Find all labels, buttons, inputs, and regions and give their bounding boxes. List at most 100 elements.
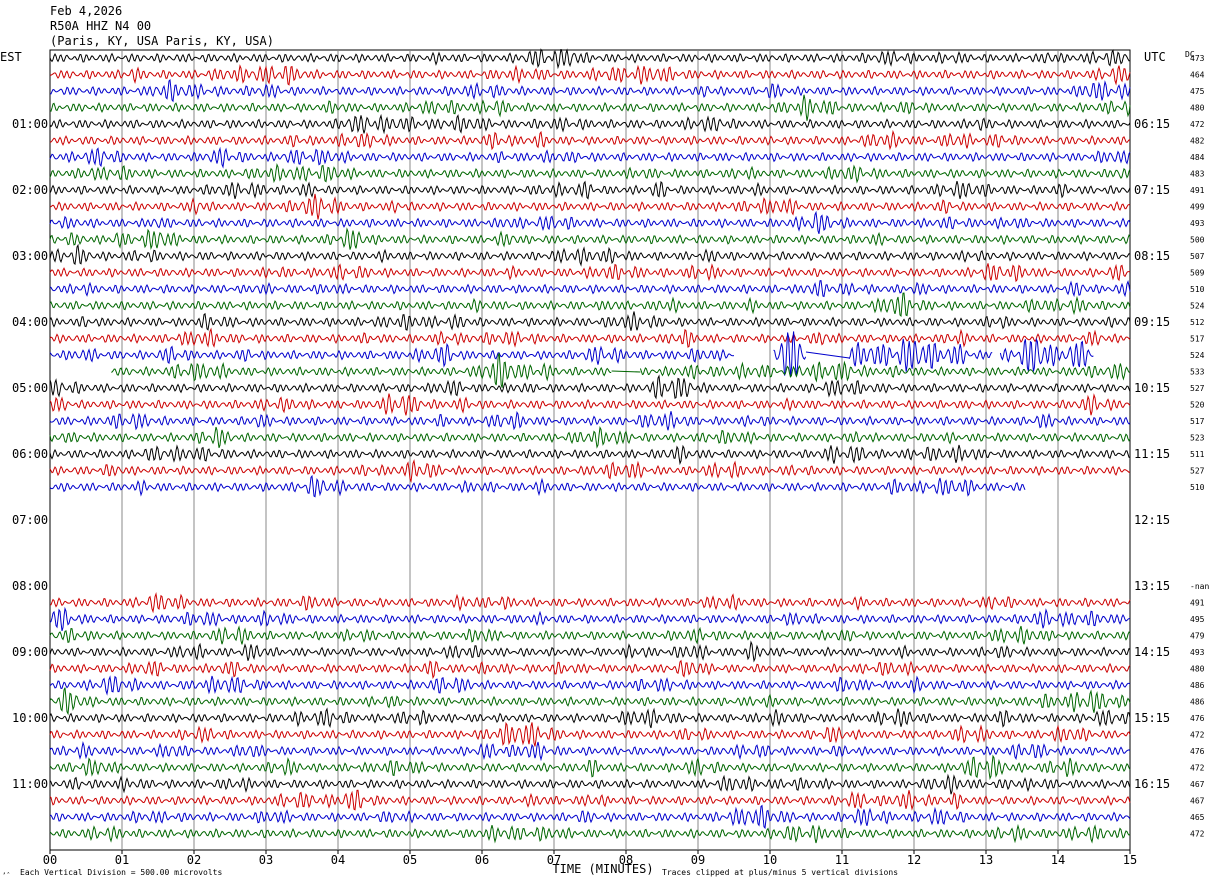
trace-flat-segment [611,370,641,373]
dc-value-label: 527 [1190,384,1205,393]
seismic-trace [49,754,1131,781]
seismic-trace [49,94,1131,121]
dc-value-label: 495 [1190,615,1205,624]
dc-value-label: 523 [1190,434,1205,443]
utc-hour-label: 10:15 [1134,381,1170,395]
dc-value-label: 510 [1190,285,1205,294]
seismic-trace [49,227,1131,251]
seismic-trace [639,360,1130,383]
est-hour-label: 04:00 [12,315,48,329]
est-hour-label: 08:00 [12,579,48,593]
dc-value-label: 499 [1190,203,1205,212]
utc-hour-label: 16:15 [1134,777,1170,791]
dc-value-label: 464 [1190,71,1205,80]
dc-value-label: 473 [1190,54,1205,63]
seismic-trace [49,393,1131,416]
seismic-trace [848,338,993,372]
seismic-trace [49,243,1131,267]
utc-hour-label: 11:15 [1134,447,1170,461]
seismic-trace [111,352,612,388]
station-label: R50A HHZ N4 00 [50,19,152,33]
seismic-trace [49,444,1131,466]
dc-value-label: 479 [1190,632,1205,641]
seismic-trace [49,311,1131,331]
dc-value-label: 472 [1190,120,1205,129]
trace-flat-segment [805,351,850,359]
dc-value-label: 511 [1190,450,1205,459]
seismic-trace [49,193,1131,220]
x-tick-label: 15 [1123,853,1137,867]
x-axis-title: TIME (MINUTES) [552,862,653,876]
dc-value-label: 484 [1190,153,1205,162]
dc-value-label: 493 [1190,219,1205,228]
dc-value-label: 493 [1190,648,1205,657]
seismic-trace [49,410,1131,431]
dc-value-label: 476 [1190,714,1205,723]
seismic-trace [49,263,1131,283]
utc-hour-label: 06:15 [1134,117,1170,131]
utc-hour-label: 15:15 [1134,711,1170,725]
dc-value-label: 524 [1190,302,1205,311]
dc-value-label: 520 [1190,401,1205,410]
x-tick-label: 06 [475,853,489,867]
dc-value-label: 533 [1190,368,1205,377]
dc-value-label: 517 [1190,335,1205,344]
x-tick-label: 03 [259,853,273,867]
seismic-trace [49,591,1131,614]
dc-value-label: 491 [1190,186,1205,195]
x-tick-label: 14 [1051,853,1065,867]
seismic-trace [49,707,1131,729]
x-tick-label: 00 [43,853,57,867]
seismic-trace [49,113,1131,135]
dc-value-label: 476 [1190,747,1205,756]
dc-value-label: 512 [1190,318,1205,327]
seismic-trace [49,740,1131,762]
seismic-trace [49,804,1131,830]
dc-value-label: 467 [1190,797,1205,806]
dc-value-label: 509 [1190,269,1205,278]
dc-value-label: 465 [1190,813,1205,822]
utc-hour-label: 13:15 [1134,579,1170,593]
x-tick-label: 07 [547,853,561,867]
seismic-trace [49,48,1131,70]
dc-value-label: 472 [1190,764,1205,773]
est-hour-label: 02:00 [12,183,48,197]
seismic-trace [49,474,1026,498]
dc-value-label: 467 [1190,780,1205,789]
x-tick-label: 10 [763,853,777,867]
est-hour-label: 09:00 [12,645,48,659]
date-label: Feb 4,2026 [50,4,123,18]
dc-value-label: 517 [1190,417,1205,426]
location-label: (Paris, KY, USA Paris, KY, USA) [50,34,274,48]
utc-hour-label: 07:15 [1134,183,1170,197]
seismic-trace [49,659,1131,680]
x-tick-label: 11 [835,853,849,867]
utc-axis-label: UTC [1144,50,1166,64]
seismic-trace [49,129,1131,151]
est-hour-label: 01:00 [12,117,48,131]
plot-frame [49,49,1131,851]
clipping-note: Traces clipped at plus/minus 5 vertical … [662,868,898,877]
dc-value-label: 524 [1190,351,1205,360]
seismic-trace [999,337,1094,372]
dc-value-label: 527 [1190,467,1205,476]
seismic-trace [49,342,735,368]
dc-value-label: 486 [1190,698,1205,707]
est-hour-label: 07:00 [12,513,48,527]
dc-label: DC [1185,50,1195,59]
est-hour-label: 11:00 [12,777,48,791]
dc-value-label: 507 [1190,252,1205,261]
dc-value-label: 472 [1190,731,1205,740]
utc-hour-label: 12:15 [1134,513,1170,527]
x-tick-label: 05 [403,853,417,867]
est-hour-label: 10:00 [12,711,48,725]
dc-value-label: 475 [1190,87,1205,96]
x-tick-label: 01 [115,853,129,867]
est-hour-label: 05:00 [12,381,48,395]
est-hour-label: 06:00 [12,447,48,461]
x-tick-label: 12 [907,853,921,867]
seismic-trace [49,64,1131,86]
est-axis-label: EST [0,50,22,64]
dc-value-label: -nan [1190,582,1209,591]
